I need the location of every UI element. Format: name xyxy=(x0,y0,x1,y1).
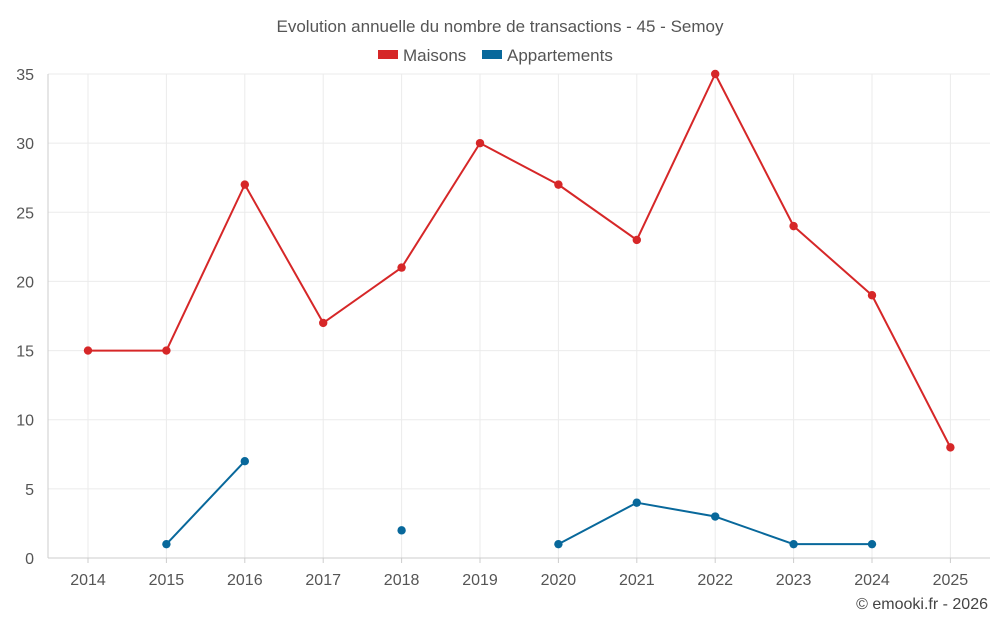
data-point-maisons[interactable] xyxy=(240,180,249,189)
x-tick-label: 2016 xyxy=(227,572,263,589)
data-point-appartements[interactable] xyxy=(711,512,720,521)
legend: Maisons Appartements xyxy=(378,46,613,65)
data-point-appartements[interactable] xyxy=(554,539,563,549)
x-tick-label: 2014 xyxy=(70,572,106,589)
series-line-maisons xyxy=(88,73,952,448)
y-tick-label: 35 xyxy=(16,67,34,84)
legend-item-appartements[interactable]: Appartements xyxy=(482,46,613,65)
legend-swatch-maisons xyxy=(378,50,398,59)
data-point-maisons[interactable] xyxy=(397,263,406,272)
legend-item-maisons[interactable]: Maisons xyxy=(378,46,466,65)
data-point-appartements[interactable] xyxy=(789,539,798,549)
data-point-maisons[interactable] xyxy=(554,180,563,189)
grid xyxy=(48,73,990,559)
y-tick-label: 30 xyxy=(16,136,34,153)
series xyxy=(83,69,955,549)
data-point-maisons[interactable] xyxy=(83,346,93,355)
legend-label-maisons: Maisons xyxy=(403,46,466,65)
y-tick-label: 20 xyxy=(16,274,34,291)
x-tick-label: 2024 xyxy=(854,572,890,589)
data-point-appartements[interactable] xyxy=(162,539,171,549)
chart-title: Evolution annuelle du nombre de transact… xyxy=(277,17,724,36)
y-tick-label: 0 xyxy=(25,551,34,568)
data-point-maisons[interactable] xyxy=(946,443,955,452)
x-tick-label: 2018 xyxy=(384,572,420,589)
data-point-maisons[interactable] xyxy=(319,318,328,328)
x-tick-label: 2025 xyxy=(933,572,969,589)
x-tick-label: 2020 xyxy=(541,572,577,589)
x-tick-label: 2015 xyxy=(149,572,185,589)
y-tick-label: 25 xyxy=(16,205,34,222)
x-tick-label: 2019 xyxy=(462,572,498,589)
legend-swatch-appartements xyxy=(482,50,502,59)
y-tick-label: 5 xyxy=(25,482,34,499)
x-tick-label: 2023 xyxy=(776,572,812,589)
y-tick-label: 10 xyxy=(16,413,34,430)
y-tick-label: 15 xyxy=(16,344,34,361)
series-maisons xyxy=(83,69,955,452)
data-point-maisons[interactable] xyxy=(867,291,877,300)
data-point-appartements[interactable] xyxy=(867,539,877,549)
data-point-maisons[interactable] xyxy=(789,221,798,231)
data-point-maisons[interactable] xyxy=(475,138,485,148)
series-line-appartements xyxy=(165,460,246,545)
x-tick-label: 2017 xyxy=(305,572,341,589)
series-appartements xyxy=(162,457,877,549)
data-point-appartements[interactable] xyxy=(397,526,406,535)
legend-label-appartements: Appartements xyxy=(507,46,613,65)
data-point-appartements[interactable] xyxy=(240,457,249,466)
data-point-maisons[interactable] xyxy=(162,346,171,355)
x-tick-label: 2021 xyxy=(619,572,655,589)
data-point-maisons[interactable] xyxy=(711,69,720,79)
x-tick-label: 2022 xyxy=(697,572,733,589)
data-point-maisons[interactable] xyxy=(632,235,641,245)
data-point-appartements[interactable] xyxy=(632,498,641,507)
credit-text: © emooki.fr - 2026 xyxy=(856,596,988,613)
